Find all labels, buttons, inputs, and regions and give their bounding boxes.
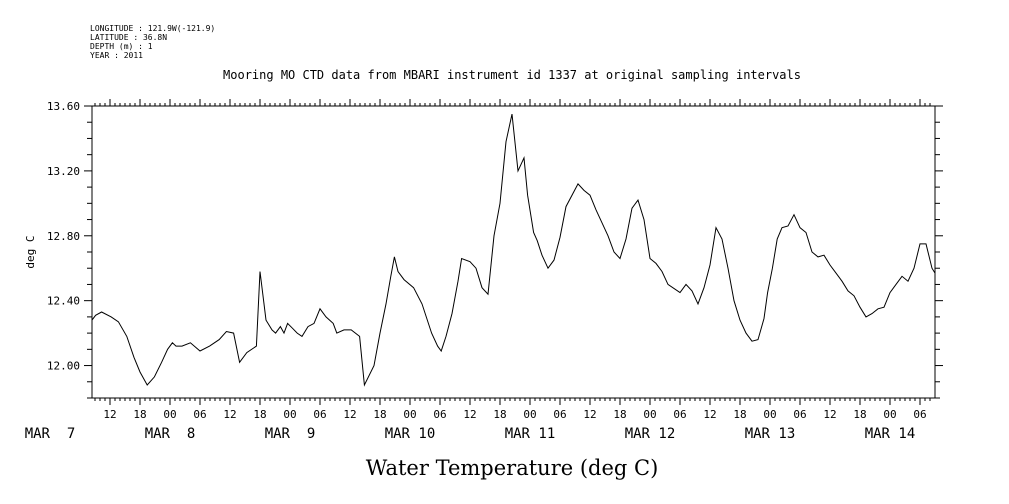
y-axis: 12.00 12.40 12.80 13.20 13.60 <box>47 100 943 399</box>
x-day-label: MAR 14 <box>865 426 916 442</box>
meta-latitude: LATITUDE : 36.8N <box>90 33 167 42</box>
meta-longitude: LONGITUDE : 121.9W(-121.9) <box>90 24 215 33</box>
y-tick-label: 12.40 <box>47 295 80 308</box>
x-hour-label: 06 <box>793 408 806 421</box>
y-tick-label: 12.00 <box>47 360 80 373</box>
x-hour-label: 18 <box>253 408 266 421</box>
x-hour-label: 00 <box>883 408 896 421</box>
x-hour-label: 12 <box>223 408 236 421</box>
x-day-label: MAR 9 <box>265 426 316 442</box>
x-hour-label: 18 <box>613 408 626 421</box>
y-axis-label: deg C <box>24 235 37 268</box>
x-hour-label: 18 <box>373 408 386 421</box>
x-day-label: MAR 13 <box>745 426 796 442</box>
x-hour-label: 12 <box>703 408 716 421</box>
temperature-series-line <box>91 113 936 387</box>
x-day-label: MAR 11 <box>505 426 556 442</box>
y-tick-label: 13.60 <box>47 100 80 113</box>
meta-year: YEAR : 2011 <box>90 51 143 60</box>
x-hour-label: 12 <box>103 408 116 421</box>
chart-title: Mooring MO CTD data from MBARI instrumen… <box>223 68 801 82</box>
x-day-label: MAR 12 <box>625 426 676 442</box>
x-hour-label: 00 <box>523 408 536 421</box>
x-hour-label: 18 <box>493 408 506 421</box>
x-hour-label: 06 <box>433 408 446 421</box>
x-hour-label: 06 <box>913 408 926 421</box>
x-hour-label: 00 <box>163 408 176 421</box>
x-hour-label: 12 <box>343 408 356 421</box>
meta-depth: DEPTH (m) : 1 <box>90 42 153 51</box>
x-day-label: MAR 7 <box>25 426 76 442</box>
x-hour-label: 00 <box>763 408 776 421</box>
plot-frame <box>91 105 936 399</box>
x-hour-label: 18 <box>733 408 746 421</box>
x-hour-label: 00 <box>283 408 296 421</box>
x-axis: 12 18 00 06 12 18 00 06 12 18 00 06 12 18 00 06 12 18 00 06… <box>25 99 931 442</box>
x-day-label: MAR 10 <box>385 426 436 442</box>
x-hour-label: 06 <box>673 408 686 421</box>
x-hour-label: 12 <box>583 408 596 421</box>
x-axis-label: Water Temperature (deg C) <box>366 456 659 480</box>
series-layer <box>91 113 936 387</box>
x-hour-label: 18 <box>133 408 146 421</box>
y-tick-label: 12.80 <box>47 230 80 243</box>
x-day-label: MAR 8 <box>145 426 196 442</box>
x-hour-label: 00 <box>403 408 416 421</box>
x-hour-label: 12 <box>823 408 836 421</box>
x-hour-label: 18 <box>853 408 866 421</box>
x-hour-label: 06 <box>553 408 566 421</box>
x-hour-label: 00 <box>643 408 656 421</box>
x-hour-label: 06 <box>313 408 326 421</box>
y-tick-label: 13.20 <box>47 165 80 178</box>
x-hour-label: 12 <box>463 408 476 421</box>
x-hour-label: 06 <box>193 408 206 421</box>
